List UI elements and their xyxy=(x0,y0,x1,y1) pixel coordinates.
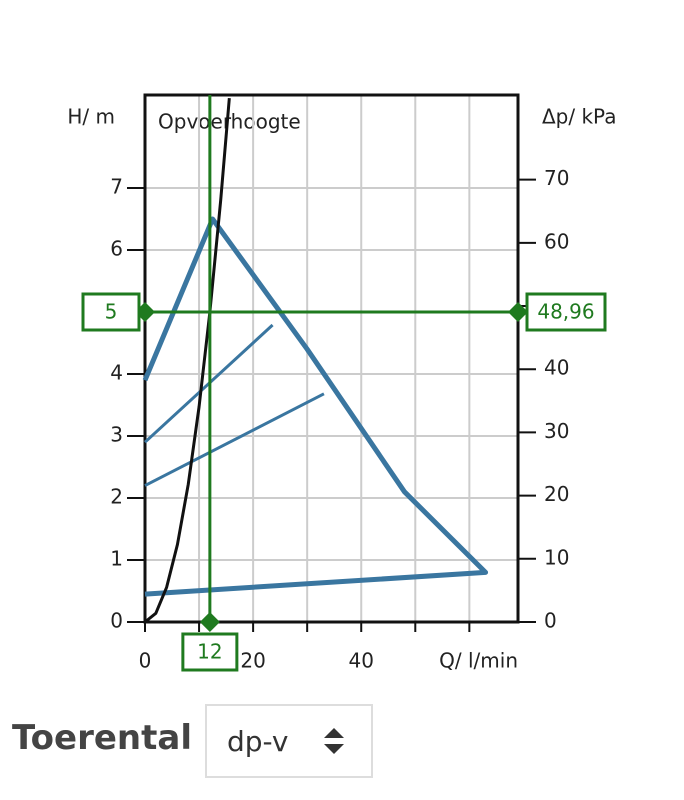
x-value-label-box xyxy=(181,632,239,672)
y-tick-label: 2 xyxy=(110,485,123,509)
y-tick-label: 0 xyxy=(110,609,123,633)
y-tick-label: 6 xyxy=(110,237,123,261)
select[interactable]: dp-v xyxy=(205,704,373,778)
handle xyxy=(199,612,220,632)
curve xyxy=(144,392,325,487)
x-tick-label: 20 xyxy=(240,649,265,673)
x-tick-label: 40 xyxy=(349,649,374,673)
y-tick-label: 1 xyxy=(110,547,123,571)
y2-value-label-box xyxy=(525,292,607,332)
y2-tick-label: 70 xyxy=(544,166,569,190)
y2-tick-label: 30 xyxy=(544,419,569,443)
curve xyxy=(142,216,489,597)
y2-axis-label: Δp/ kPa xyxy=(542,105,616,129)
y-value-label: 5 xyxy=(105,300,118,324)
y2-tick-label: 0 xyxy=(544,609,557,633)
plot-frame xyxy=(143,93,520,624)
control-label: Toerental xyxy=(12,718,192,758)
x-axis-label: Q/ l/min xyxy=(439,649,518,673)
x-value-label: 12 xyxy=(197,640,222,664)
select-arrows xyxy=(324,728,345,754)
x-tick-label: 0 xyxy=(139,649,152,673)
y-axis-label: H/ m xyxy=(67,105,115,129)
handle xyxy=(508,302,528,322)
y2-tick-label: 10 xyxy=(544,545,569,569)
select-value: dp-v xyxy=(227,724,289,758)
y2-value-label: 48,96 xyxy=(537,300,594,324)
curve xyxy=(144,97,231,624)
y2-tick-label: 40 xyxy=(544,356,569,380)
y-tick-label: 7 xyxy=(110,175,123,199)
y-tick-label: 4 xyxy=(110,361,123,385)
y-value-label-box xyxy=(81,292,141,332)
y2-tick-label: 20 xyxy=(544,482,569,506)
y-tick-label: 3 xyxy=(110,423,123,447)
y2-tick-label: 60 xyxy=(544,229,569,253)
